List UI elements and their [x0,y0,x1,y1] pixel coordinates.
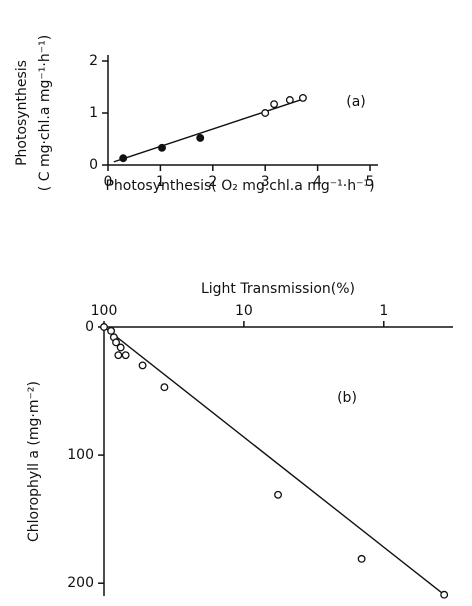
panel-label: (b) [337,390,357,406]
y-axis-title: ( C mg·chl.a mg⁻¹·h⁻¹) [37,35,53,191]
point [274,490,282,499]
point [285,96,294,104]
y-axis-title: Chlorophyll a (mg·m⁻²) [26,381,42,542]
point [298,93,307,102]
point [114,351,123,360]
point [119,154,128,163]
panel-label: (a) [346,94,366,110]
y-tick-label: 0 [89,157,98,173]
y-tick-label: 100 [67,447,94,463]
point [440,590,449,599]
point [158,143,166,152]
x-tick-label: 10 [235,303,253,319]
x-tick-label: 0 [104,174,113,190]
point [160,383,169,392]
y-tick-label: 1 [89,105,98,121]
y-tick-label: 0 [85,319,94,335]
point [270,100,279,109]
point [357,554,366,563]
x-tick-label: 100 [91,303,118,319]
y-tick-label: 2 [89,53,98,69]
x-tick-label: 4 [313,174,322,190]
point [121,351,130,360]
x-axis-title: Light Transmission(%) [201,281,355,297]
x-tick-label: 1 [379,303,388,319]
fit-line [113,97,306,163]
point [100,323,108,331]
x-tick-label: 2 [208,174,217,190]
point [261,109,270,117]
point [196,134,205,142]
x-tick-label: 1 [156,174,165,190]
point [116,343,125,352]
point [138,361,147,370]
point [107,326,116,335]
point [112,338,121,347]
y-axis-title: Photosynthesis [14,60,30,166]
fit-line [103,326,445,596]
y-tick-label: 200 [67,575,94,591]
x-tick-label: 5 [366,174,375,190]
x-tick-label: 3 [261,174,270,190]
x-axis-title: Photosynthesis( O₂ mg.chl.a mg⁻¹·h⁻¹) [105,178,374,194]
